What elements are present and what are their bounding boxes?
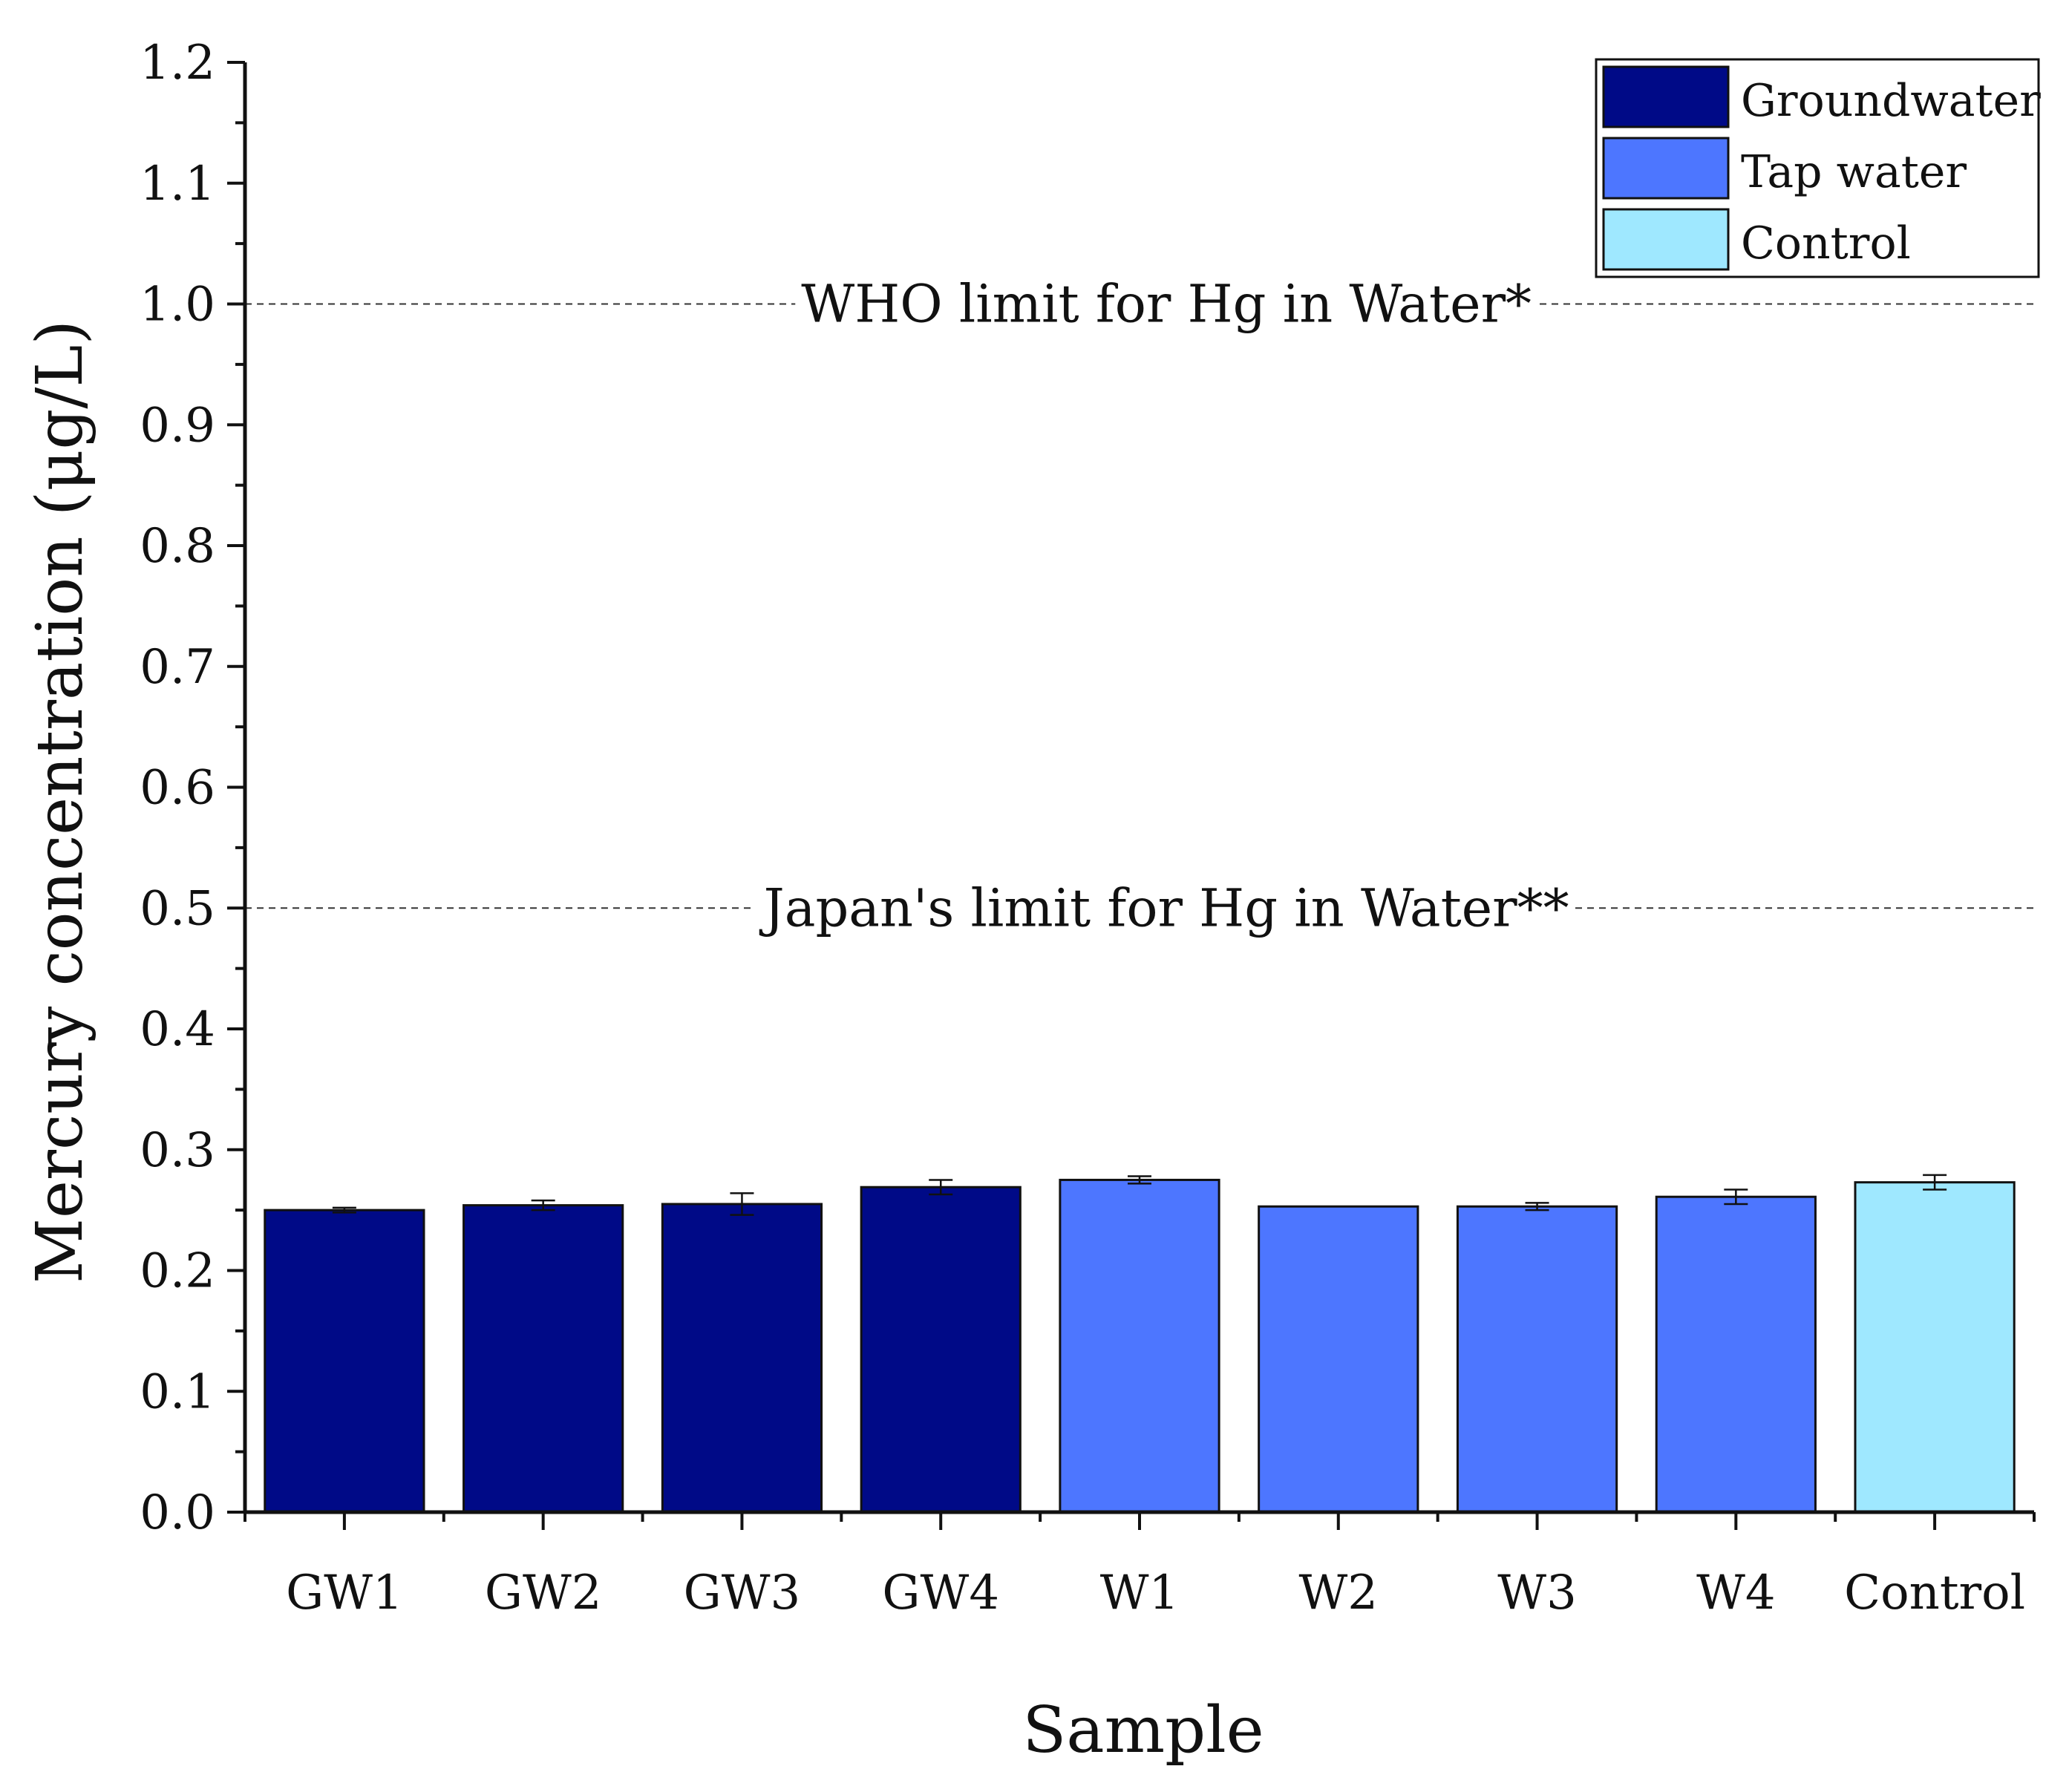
- y-tick-label-0: 0.0: [140, 1485, 215, 1540]
- bar-series: [264, 1178, 2016, 1514]
- y-tick-label-1: 0.1: [140, 1364, 215, 1419]
- x-tick-label-gw1: GW1: [286, 1566, 403, 1621]
- legend-swatch-tap-water: [1602, 137, 1730, 200]
- bar-w3: [1456, 1205, 1618, 1514]
- bar-w2: [1258, 1205, 1419, 1514]
- y-tick-label-10: 1.0: [140, 278, 215, 333]
- y-tick-label-9: 0.9: [140, 398, 215, 453]
- x-tick-label-gw2: GW2: [485, 1566, 602, 1621]
- bar-gw2: [462, 1204, 624, 1514]
- x-tick-label-gw4: GW4: [882, 1566, 999, 1621]
- legend-label-groundwater: Groundwater: [1741, 75, 2041, 127]
- y-tick-label-2: 0.2: [140, 1244, 215, 1299]
- reference-label-1: Japan's limit for Hg in Water**: [759, 877, 1569, 938]
- bar-control: [1854, 1181, 2016, 1514]
- reference-label-bg-0: [795, 269, 1538, 331]
- bar-gw4: [860, 1186, 1022, 1514]
- legend-label-tap-water: Tap water: [1741, 146, 1967, 198]
- bar-gw3: [661, 1203, 823, 1514]
- y-tick-label-8: 0.8: [140, 519, 215, 574]
- x-tick-label-w1: W1: [1100, 1566, 1180, 1621]
- x-tick-label-w3: W3: [1497, 1566, 1577, 1621]
- y-tick-label-7: 0.7: [140, 640, 215, 695]
- reference-label-bg-1: [753, 874, 1575, 935]
- legend-swatch-control: [1602, 208, 1730, 271]
- legend-label-control: Control: [1741, 218, 1911, 269]
- legend-swatch-groundwater: [1602, 65, 1730, 128]
- reference-lines: WHO limit for Hg in Water* Japan's limit …: [245, 269, 2034, 938]
- y-axis-title: Mercury concentration (μg/L): [23, 320, 97, 1283]
- axes: 0.0 0.1 0.2 0.3 0.4 0.5 0.6 0.7 0.8 0.9 1.0 1.1 1.2 G…: [140, 36, 2036, 1621]
- y-tick-label-6: 0.6: [140, 761, 215, 816]
- bar-w4: [1655, 1195, 1817, 1514]
- legend: Groundwater Tap water Control: [1595, 58, 2041, 278]
- bar-w1: [1059, 1178, 1220, 1514]
- y-tick-label-4: 0.4: [140, 1002, 215, 1057]
- reference-label-0: WHO limit for Hg in Water*: [801, 274, 1532, 335]
- bar-gw1: [264, 1209, 425, 1514]
- y-tick-label-3: 0.3: [140, 1123, 215, 1178]
- x-tick-label-w4: W4: [1696, 1566, 1776, 1621]
- y-tick-label-12: 1.2: [140, 36, 215, 91]
- x-tick-label-gw3: GW3: [684, 1566, 801, 1621]
- x-axis-title: Sample: [1022, 1693, 1264, 1768]
- y-tick-label-11: 1.1: [140, 157, 215, 212]
- x-tick-label-control: Control: [1844, 1566, 2025, 1621]
- y-tick-label-5: 0.5: [140, 881, 215, 936]
- error-bars: [332, 1174, 1947, 1216]
- x-tick-label-w2: W2: [1299, 1566, 1379, 1621]
